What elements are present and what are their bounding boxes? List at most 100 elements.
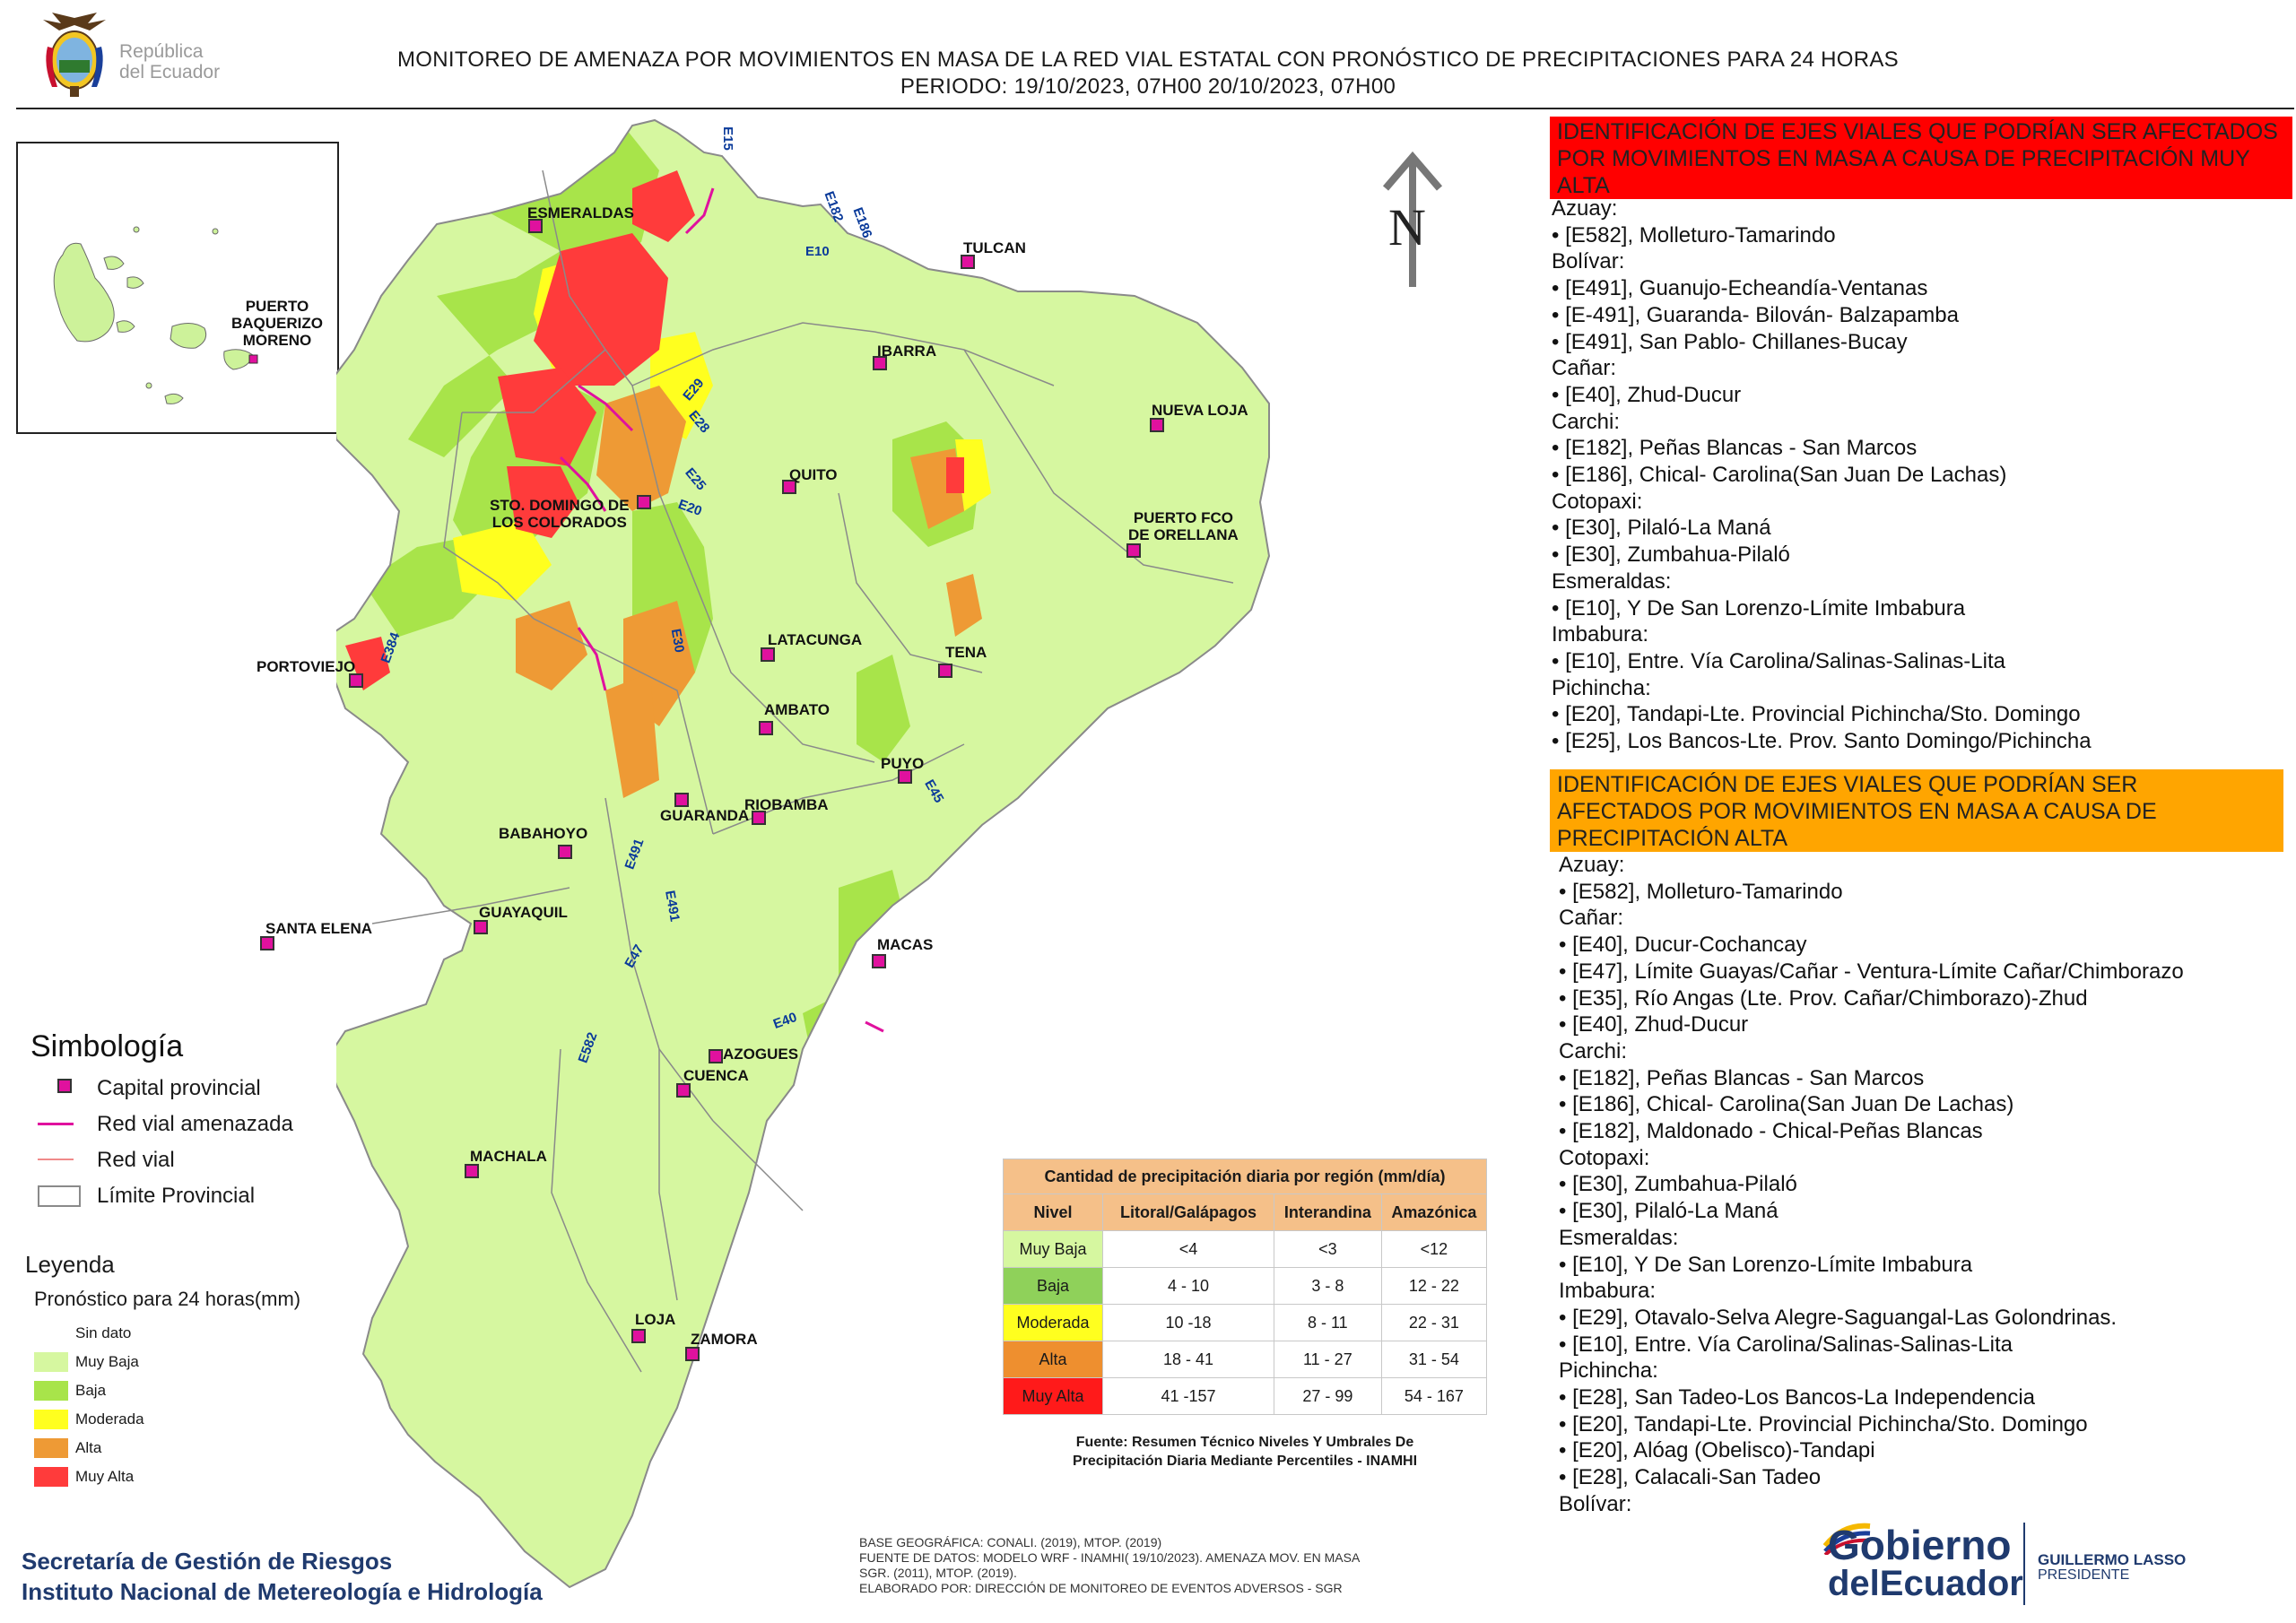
city-label: GUARANDA [660, 807, 750, 824]
muy-alta-panel-header: IDENTIFICACIÓN DE EJES VIALES QUE PODRÍA… [1550, 117, 2292, 199]
list-item: • [E182], Maldonado - Chical-Peñas Blanc… [1559, 1119, 1983, 1144]
list-item: • [E47], Límite Guayas/Cañar - Ventura-L… [1559, 959, 2184, 984]
table-header: Nivel [1003, 1193, 1103, 1231]
city-label: STO. DOMINGO DE LOS COLORADOS [490, 497, 630, 531]
capital-marker-icon [898, 769, 912, 784]
capital-marker-icon [260, 936, 274, 950]
leyenda-subtitle: Pronóstico para 24 horas(mm) [34, 1288, 301, 1310]
coat-of-arms-icon [43, 13, 106, 97]
republica-logo: República del Ecuador [34, 11, 240, 100]
capital-marker-icon [1150, 418, 1164, 432]
list-item: • [E10], Entre. Vía Carolina/Salinas-Sal… [1552, 648, 2005, 673]
list-item: • [E182], Peñas Blancas - San Marcos [1552, 436, 1918, 461]
north-label: N [1388, 198, 1426, 256]
map-title-line1: MONITOREO DE AMENAZA POR MOVIMIENTOS EN … [397, 48, 1899, 72]
table-source: Fuente: Resumen Técnico Niveles Y Umbral… [1072, 1435, 1418, 1469]
president-title: PRESIDENTE [2038, 1567, 2130, 1583]
city-label: BABAHOYO [499, 825, 588, 842]
city-label: PUYO [881, 755, 925, 772]
city-label: TULCAN [963, 239, 1026, 256]
list-item: • [E10], Y De San Lorenzo-Límite Imbabur… [1552, 595, 1966, 621]
alta-road-list: Azuay: • [E582], Molleturo-Tamarindo Cañ… [1559, 852, 2184, 1518]
capital-marker-icon [349, 673, 363, 688]
list-item: • [E-491], Guaranda- Bilován- Balzapamba [1552, 302, 1959, 327]
list-item: • [E40], Zhud-Ducur [1559, 1012, 1749, 1037]
table-header: Amazónica [1380, 1193, 1488, 1231]
city-label: ZAMORA [691, 1331, 758, 1348]
city-label: PUERTO FCO DE ORELLANA [1128, 509, 1239, 543]
list-item: Cañar: [1552, 356, 1617, 381]
flag-swoosh-icon [1822, 1523, 1871, 1555]
table-row: Muy Alta 41 -157 27 - 99 54 - 167 [1003, 1377, 1488, 1415]
list-item: • [E10], Y De San Lorenzo-Límite Imbabur… [1559, 1252, 1973, 1277]
list-item: • [E186], Chical- Carolina(San Juan De L… [1559, 1092, 2014, 1117]
simbologia-title: Simbología [30, 1029, 184, 1063]
capital-marker-icon [674, 793, 689, 807]
city-label: QUITO [789, 466, 838, 483]
list-item: • [E30], Zumbahua-Pilaló [1559, 1172, 1797, 1197]
list-item: Pichincha: [1559, 1358, 1658, 1384]
road-label: E10 [805, 244, 830, 259]
capital-marker-icon [761, 647, 775, 662]
city-label: ESMERALDAS [527, 204, 635, 221]
gobierno-text: Gobierno [1828, 1522, 2012, 1568]
city-label: NUEVA LOJA [1152, 402, 1248, 419]
table-header: Interandina [1274, 1193, 1382, 1231]
list-item: • [E20], Tandapi-Lte. Provincial Pichinc… [1552, 702, 2081, 727]
list-item: • [E182], Peñas Blancas - San Marcos [1559, 1065, 1925, 1090]
capital-marker-icon [872, 954, 886, 968]
legend-swatch [34, 1352, 68, 1372]
province-boundary-swatch [38, 1185, 81, 1207]
legend-swatch [34, 1467, 68, 1487]
list-item: Pichincha: [1552, 675, 1651, 700]
table-row: Baja 4 - 10 3 - 8 12 - 22 [1003, 1267, 1488, 1305]
header-divider [16, 108, 2294, 109]
list-item: • [E30], Zumbahua-Pilaló [1552, 542, 1790, 568]
legend-swatch [34, 1410, 68, 1429]
capital-marker-icon [676, 1083, 691, 1098]
list-item: • [E20], Tandapi-Lte. Provincial Pichinc… [1559, 1411, 2088, 1436]
list-item: • [E40], Ducur-Cochancay [1559, 933, 1807, 958]
muy-alta-road-list: Azuay: • [E582], Molleturo-Tamarindo Bol… [1552, 195, 2092, 755]
list-item: • [E28], San Tadeo-Los Bancos-La Indepen… [1559, 1385, 2036, 1410]
list-item: Cañar: [1559, 906, 1624, 931]
city-label: LOJA [635, 1311, 676, 1328]
list-item: Imbabura: [1552, 622, 1649, 647]
agency-credits: Secretaría de Gestión de Riesgos Institu… [22, 1548, 543, 1605]
list-item: • [E30], Pilaló-La Maná [1552, 516, 1771, 541]
capital-marker-icon [709, 1049, 723, 1063]
road-line [38, 1159, 74, 1160]
capital-marker-icon [57, 1079, 72, 1093]
legend-swatch [34, 1324, 68, 1343]
list-item: • [E28], Calacali-San Tadeo [1559, 1465, 1822, 1490]
list-item: Imbabura: [1559, 1279, 1657, 1304]
gobierno-logo: Gobierno delEcuador GUILLERMO LASSO PRES… [1821, 1515, 2296, 1614]
table-row: Muy Baja <4 <3 <12 [1003, 1230, 1488, 1268]
list-item: Esmeraldas: [1552, 568, 1672, 594]
precipitation-table: Cantidad de precipitación diaria por reg… [1003, 1159, 1488, 1415]
city-label: GUAYAQUIL [479, 904, 568, 921]
republica-logo-text: República del Ecuador [119, 41, 221, 82]
capital-marker-icon [938, 664, 952, 678]
list-item: Carchi: [1559, 1038, 1628, 1063]
list-item: Esmeraldas: [1559, 1225, 1679, 1250]
leyenda-title: Leyenda [25, 1251, 115, 1278]
capital-marker-icon [248, 354, 258, 364]
list-item: • [E10], Entre. Vía Carolina/Salinas-Sal… [1559, 1332, 2013, 1357]
logo-divider [2023, 1523, 2025, 1605]
threatened-road-line [38, 1123, 74, 1125]
list-item: • [E491], San Pablo- Chillanes-Bucay [1552, 329, 1908, 354]
list-item: Cotopaxi: [1559, 1145, 1650, 1170]
alta-panel-header: IDENTIFICACIÓN DE EJES VIALES QUE PODRÍA… [1550, 769, 2283, 852]
map-period: PERIODO: 19/10/2023, 07H00 20/10/2023, 0… [900, 74, 1396, 99]
list-item: Carchi: [1552, 409, 1621, 434]
list-item: • [E582], Molleturo-Tamarindo [1552, 222, 1836, 247]
capital-marker-icon [558, 845, 572, 859]
city-label: SANTA ELENA [265, 920, 372, 937]
capital-marker-icon [474, 920, 488, 934]
list-item: Bolívar: [1552, 249, 1625, 274]
table-row: Alta 18 - 41 11 - 27 31 - 54 [1003, 1341, 1488, 1378]
table-row: Moderada 10 -18 8 - 11 22 - 31 [1003, 1304, 1488, 1341]
list-item: Cotopaxi: [1552, 489, 1643, 514]
list-item: • [E29], Otavalo-Selva Alegre-Saguangal-… [1559, 1305, 2118, 1330]
